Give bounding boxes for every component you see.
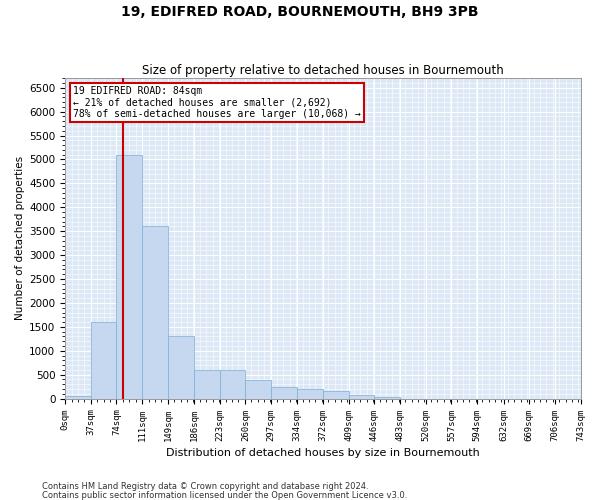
Bar bbox=[323, 391, 349, 398]
Text: 19 EDIFRED ROAD: 84sqm
← 21% of detached houses are smaller (2,692)
78% of semi-: 19 EDIFRED ROAD: 84sqm ← 21% of detached… bbox=[73, 86, 361, 120]
Bar bbox=[271, 386, 297, 398]
Y-axis label: Number of detached properties: Number of detached properties bbox=[15, 156, 25, 320]
Bar bbox=[297, 389, 323, 398]
Bar bbox=[169, 336, 194, 398]
X-axis label: Distribution of detached houses by size in Bournemouth: Distribution of detached houses by size … bbox=[166, 448, 479, 458]
Bar bbox=[116, 154, 142, 398]
Text: Contains public sector information licensed under the Open Government Licence v3: Contains public sector information licen… bbox=[42, 490, 407, 500]
Bar bbox=[349, 395, 374, 398]
Title: Size of property relative to detached houses in Bournemouth: Size of property relative to detached ho… bbox=[142, 64, 503, 77]
Bar bbox=[142, 226, 169, 398]
Bar bbox=[220, 370, 245, 398]
Text: 19, EDIFRED ROAD, BOURNEMOUTH, BH9 3PB: 19, EDIFRED ROAD, BOURNEMOUTH, BH9 3PB bbox=[121, 5, 479, 19]
Text: Contains HM Land Registry data © Crown copyright and database right 2024.: Contains HM Land Registry data © Crown c… bbox=[42, 482, 368, 491]
Bar bbox=[194, 370, 220, 398]
Bar bbox=[374, 397, 400, 398]
Bar bbox=[91, 322, 116, 398]
Bar bbox=[245, 380, 271, 398]
Bar bbox=[65, 396, 91, 398]
